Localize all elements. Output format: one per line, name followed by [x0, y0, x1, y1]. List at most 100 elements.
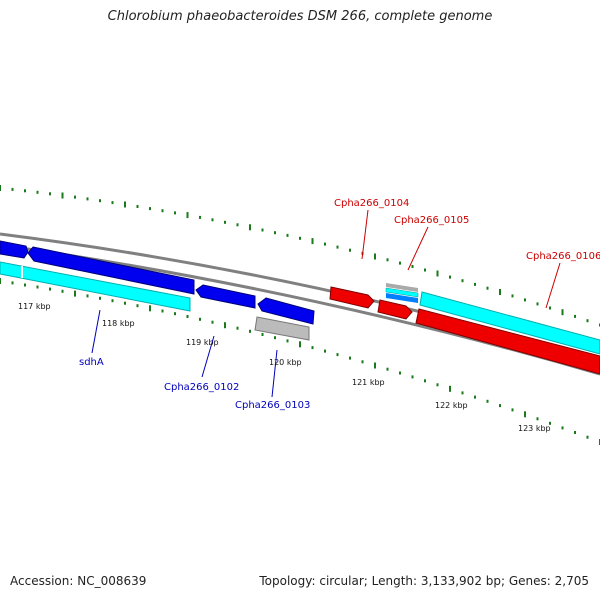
gene-label-cpha266-0102: Cpha266_0102 — [164, 382, 239, 393]
scale-tick-minor — [324, 242, 326, 246]
scale-tick-minor — [149, 207, 151, 211]
scale-tick-major — [224, 322, 226, 329]
scale-tick-minor — [511, 294, 514, 298]
scale-tick-minor — [561, 426, 564, 430]
gene-label-cpha266-0104: Cpha266_0104 — [334, 198, 409, 209]
scale-tick-minor — [261, 228, 264, 232]
scale-tick-minor — [586, 319, 589, 323]
scale-tick-minor — [74, 195, 76, 199]
scale-tick-minor — [49, 287, 51, 291]
scale-tick-major — [499, 289, 501, 295]
scale-tick-minor — [311, 346, 314, 350]
scale-tick-minor — [36, 190, 39, 194]
scale-tick-major — [61, 192, 64, 199]
scale-tick-minor — [49, 192, 51, 196]
forward-gene-block — [257, 297, 315, 325]
reverse-gene-block — [415, 308, 600, 375]
scale-tick-major — [186, 212, 189, 219]
scale-tick-minor — [511, 408, 514, 412]
scale-tick-minor — [99, 199, 101, 203]
scale-tick-minor — [161, 209, 164, 213]
scale-tick-minor — [424, 379, 426, 383]
scale-tick-minor — [336, 353, 339, 357]
scale-tick-minor — [574, 314, 576, 318]
scale-tick-minor — [324, 349, 326, 353]
scale-label: 118 kbp — [102, 319, 135, 328]
scale-tick-minor — [474, 282, 476, 286]
scale-tick-minor — [524, 298, 526, 302]
scale-tick-minor — [274, 231, 276, 235]
cyan-track-right — [419, 291, 600, 355]
scale-tick-major — [74, 290, 76, 297]
gene-leader-line — [545, 262, 561, 309]
scale-tick-minor — [86, 294, 89, 298]
scale-tick-minor — [24, 283, 26, 287]
forward-gene-block — [195, 284, 256, 309]
scale-tick-minor — [61, 289, 64, 293]
scale-tick-minor — [286, 233, 289, 237]
scale-tick-minor — [536, 302, 539, 306]
reverse-gene-block — [377, 299, 413, 320]
scale-tick-minor — [211, 218, 214, 222]
scale-tick-minor — [111, 201, 114, 205]
scale-tick-minor — [361, 360, 364, 364]
scale-tick-minor — [111, 299, 114, 303]
scale-tick-major — [374, 253, 376, 260]
scale-tick-major — [299, 341, 301, 348]
scale-tick-minor — [461, 279, 464, 283]
gene-leader-line — [361, 209, 369, 260]
scale-tick-minor — [136, 304, 139, 308]
scale-tick-major — [374, 362, 376, 369]
scale-tick-major — [449, 385, 451, 392]
scale-tick-major — [311, 238, 314, 245]
scale-label: 123 kbp — [518, 424, 551, 433]
gene-label-cpha266-0103: Cpha266_0103 — [235, 400, 310, 411]
scale-tick-major — [0, 278, 1, 284]
scale-tick-minor — [411, 375, 414, 379]
scale-label: 117 kbp — [18, 302, 51, 311]
scale-label: 122 kbp — [435, 401, 468, 410]
scale-tick-minor — [174, 312, 176, 316]
scale-tick-minor — [299, 236, 301, 240]
scale-tick-minor — [211, 320, 214, 324]
scale-tick-minor — [199, 317, 201, 321]
cyan-track-left — [0, 261, 191, 312]
rna-gene-block — [254, 316, 310, 341]
scale-tick-minor — [586, 435, 589, 439]
scale-tick-minor — [349, 248, 351, 252]
scale-tick-minor — [536, 417, 539, 421]
scale-tick-minor — [461, 391, 464, 395]
scale-tick-minor — [286, 339, 289, 343]
scale-tick-minor — [124, 301, 126, 305]
accession-text: Accession: NC_008639 — [10, 574, 147, 588]
scale-tick-minor — [574, 431, 576, 434]
small-feature-cyan — [385, 287, 419, 298]
scale-tick-major — [524, 411, 526, 418]
scale-tick-minor — [224, 220, 226, 224]
scale-tick-minor — [349, 356, 351, 360]
gene-label-cpha266-0105: Cpha266_0105 — [394, 215, 469, 226]
scale-tick-major — [561, 309, 564, 316]
scale-tick-minor — [136, 205, 139, 208]
scale-label: 119 kbp — [186, 338, 219, 347]
gene-leader-line — [201, 335, 215, 378]
scale-tick-minor — [499, 404, 501, 408]
scale-tick-minor — [424, 268, 426, 272]
scale-tick-minor — [399, 371, 401, 375]
scale-tick-minor — [486, 286, 489, 290]
scale-tick-minor — [449, 275, 451, 279]
gene-leader-line — [271, 349, 278, 398]
scale-tick-minor — [274, 336, 276, 340]
scale-tick-minor — [236, 326, 239, 330]
scale-label: 121 kbp — [352, 378, 385, 387]
scale-tick-minor — [36, 285, 39, 289]
gene-leader-line — [91, 309, 101, 354]
scale-tick-minor — [199, 215, 201, 219]
scale-tick-minor — [399, 261, 401, 265]
scale-tick-minor — [386, 367, 389, 371]
scale-tick-minor — [99, 296, 101, 300]
scale-tick-minor — [486, 399, 489, 403]
scale-tick-minor — [411, 265, 414, 268]
